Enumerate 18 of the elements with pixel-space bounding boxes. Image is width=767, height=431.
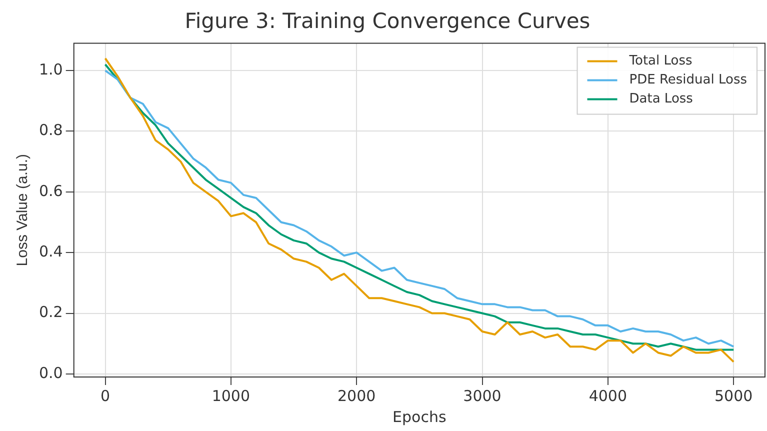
x-tick-label: 4000 bbox=[588, 386, 628, 405]
y-tick-label: 0.2 bbox=[38, 303, 63, 322]
x-tick-label: 2000 bbox=[338, 386, 376, 405]
y-tick-label: 0.8 bbox=[38, 121, 63, 140]
y-tick-label: 0.0 bbox=[38, 364, 63, 382]
y-tick-label: 0.4 bbox=[38, 242, 63, 260]
y-tick-label: 0.6 bbox=[38, 182, 63, 200]
x-tick-label: 3000 bbox=[463, 386, 502, 405]
x-tick-label: 0 bbox=[100, 386, 110, 405]
legend-label: Total Loss bbox=[628, 54, 692, 69]
x-axis-title: Epochs bbox=[392, 408, 446, 426]
legend-label: PDE Residual Loss bbox=[629, 72, 748, 88]
x-tick-label: 5000 bbox=[714, 386, 753, 405]
x-tick-label: 1000 bbox=[212, 386, 250, 405]
legend-label: Data Loss bbox=[629, 92, 694, 107]
y-axis-title: Loss Value (a.u.) bbox=[14, 154, 32, 266]
y-tick-label: 1.0 bbox=[38, 60, 63, 78]
chart-title: Figure 3: Training Convergence Curves bbox=[184, 9, 590, 34]
